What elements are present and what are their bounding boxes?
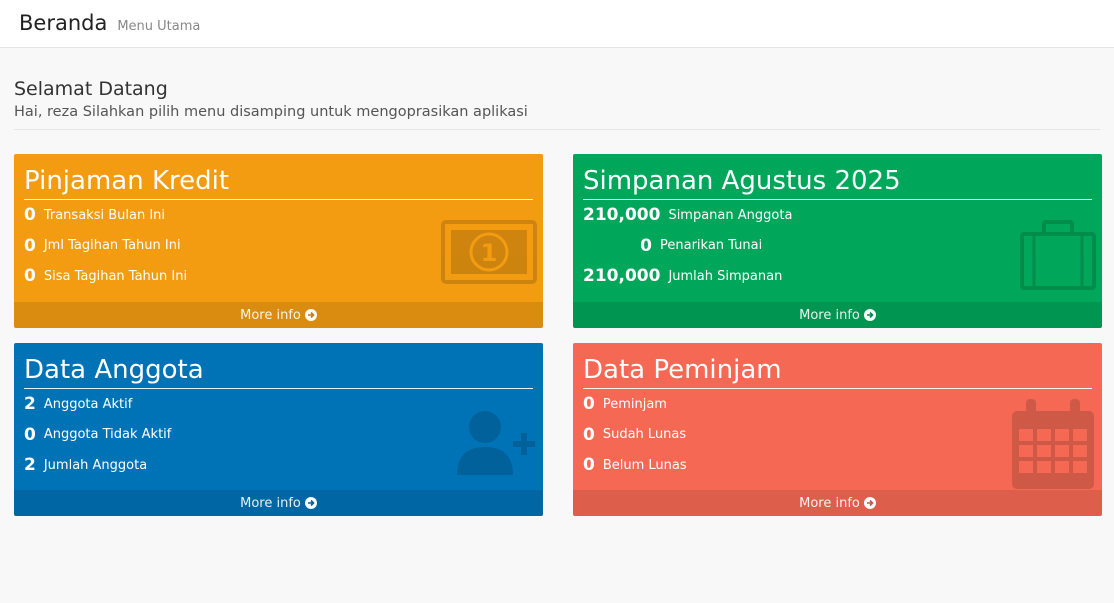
stat-row: 0 Anggota Tidak Aktif	[24, 420, 533, 451]
content-header: Beranda Menu Utama	[0, 0, 1114, 48]
stat-row: 0 Sudah Lunas	[583, 420, 1092, 451]
stat-label: Transaksi Bulan Ini	[43, 207, 166, 223]
welcome-message: Hai, reza Silahkan pilih menu disamping …	[14, 104, 528, 120]
arrow-circle-right-icon	[304, 497, 317, 509]
more-info-link[interactable]: More info	[573, 302, 1102, 328]
stat-value: 2	[24, 455, 36, 476]
card-pinjaman-kredit: Pinjaman Kredit 0 Transaksi Bulan Ini 0 …	[14, 154, 543, 328]
stat-value: 0	[583, 455, 595, 476]
card-title: Data Peminjam	[583, 353, 1092, 389]
stat-row: 0 Peminjam	[583, 389, 1092, 420]
stat-value: 0	[24, 424, 36, 445]
money-bill-icon: 1	[441, 220, 537, 288]
stat-label: Sisa Tagihan Tahun Ini	[43, 268, 188, 284]
stat-value: 0	[583, 394, 595, 415]
arrow-circle-right-icon	[304, 309, 317, 321]
stat-label: Penarikan Tunai	[660, 238, 763, 254]
card-data-peminjam: Data Peminjam 0 Peminjam 0 Sudah Lunas 0…	[573, 343, 1102, 516]
stat-label: Jumlah Simpanan	[668, 268, 783, 284]
stat-row: 2 Anggota Aktif	[24, 389, 533, 420]
stat-label: Belum Lunas	[602, 457, 687, 473]
stat-label: Jumlah Anggota	[43, 457, 148, 473]
card-simpanan: Simpanan Agustus 2025 210,000 Simpanan A…	[573, 154, 1102, 328]
stat-value: 0	[24, 235, 36, 256]
stat-label: Simpanan Anggota	[668, 207, 793, 223]
welcome-heading: Selamat Datang	[14, 78, 168, 100]
calendar-icon	[1010, 399, 1096, 495]
divider	[14, 129, 1100, 130]
stat-row: 0 Transaksi Bulan Ini	[24, 200, 533, 231]
briefcase-icon	[1020, 220, 1096, 294]
stat-value: 0	[24, 266, 36, 287]
stat-row: 0 Jml Tagihan Tahun Ini	[24, 231, 533, 262]
more-info-link[interactable]: More info	[14, 490, 543, 516]
stat-label: Anggota Aktif	[43, 396, 133, 412]
stat-label: Anggota Tidak Aktif	[43, 427, 172, 443]
stat-row: 2 Jumlah Anggota	[24, 450, 533, 481]
more-info-link[interactable]: More info	[573, 490, 1102, 516]
stat-row: 210,000 Simpanan Anggota	[583, 200, 1092, 231]
stat-value: 210,000	[583, 205, 661, 226]
stat-row: 0 Sisa Tagihan Tahun Ini	[24, 261, 533, 292]
stat-value: 0	[24, 205, 36, 226]
stat-value: 2	[24, 394, 36, 415]
stat-value: 0	[583, 424, 595, 445]
svg-text:1: 1	[481, 239, 498, 267]
more-info-link[interactable]: More info	[14, 302, 543, 328]
card-title: Pinjaman Kredit	[24, 164, 533, 200]
welcome-section: Selamat Datang Hai, reza Silahkan pilih …	[0, 48, 1114, 130]
stat-label: Jml Tagihan Tahun Ini	[43, 238, 181, 254]
stat-value: 0	[640, 235, 652, 256]
stat-label: Peminjam	[602, 396, 667, 412]
stat-row: 0 Belum Lunas	[583, 450, 1092, 481]
arrow-circle-right-icon	[863, 309, 876, 321]
stat-row: 210,000 Jumlah Simpanan	[583, 261, 1092, 292]
card-data-anggota: Data Anggota 2 Anggota Aktif 0 Anggota T…	[14, 343, 543, 516]
stat-value: 210,000	[583, 266, 661, 287]
page-title: Beranda	[19, 11, 108, 35]
arrow-circle-right-icon	[863, 497, 876, 509]
stat-row: 0 Penarikan Tunai	[583, 231, 1092, 262]
user-plus-icon	[453, 407, 537, 481]
page-subtitle: Menu Utama	[117, 19, 201, 34]
card-title: Simpanan Agustus 2025	[583, 164, 1092, 200]
stat-label: Sudah Lunas	[602, 427, 687, 443]
card-title: Data Anggota	[24, 353, 533, 389]
